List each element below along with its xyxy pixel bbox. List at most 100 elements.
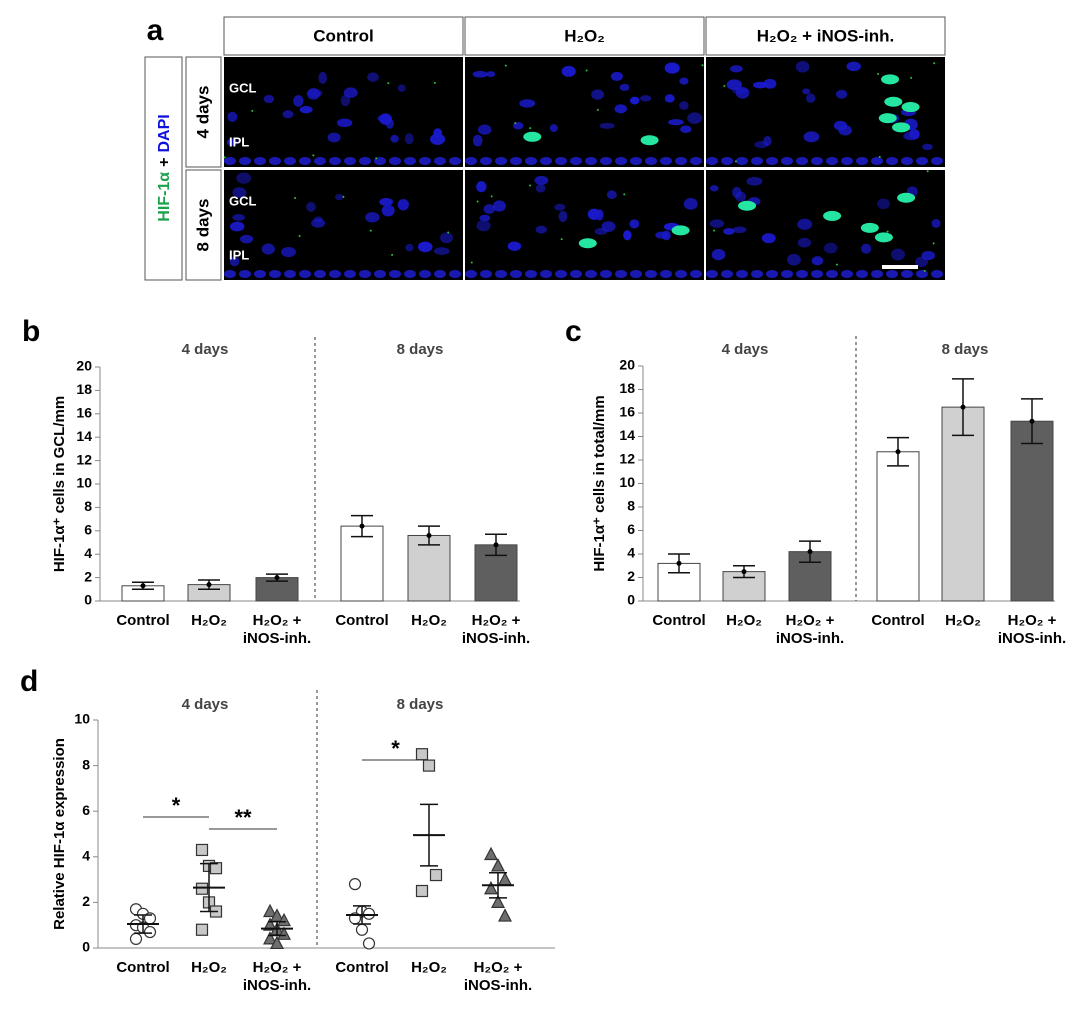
speck [391,253,394,256]
nucleus [540,270,552,278]
speck [298,235,301,238]
nucleus [916,270,928,278]
group-label: 8 days [942,341,989,358]
row-header: 8 days [193,199,212,252]
speck [933,62,936,65]
nucleus [811,256,824,266]
speck [294,197,297,200]
nucleus [901,157,913,165]
nucleus [615,270,627,278]
nucleus [856,157,868,165]
speck [585,69,588,72]
nucleus [549,124,558,132]
nucleus [796,157,808,165]
nucleus [619,83,630,91]
panel-label: c [565,315,582,348]
nucleus [434,270,446,278]
speck [560,238,563,241]
nucleus [802,88,811,95]
nucleus [476,220,491,232]
nucleus [803,131,820,143]
nucleus [585,157,597,165]
nucleus [890,248,906,261]
x-tick-label: Control [116,612,169,629]
mean-dot [676,560,682,566]
nucleus [841,157,853,165]
nucleus [404,133,414,145]
x-tick-label: H₂O₂ + iNOS-inh. [243,612,311,647]
nucleus [645,157,657,165]
y-tick-label: 16 [76,405,92,421]
nucleus [615,157,627,165]
y-tick-label: 14 [619,427,635,443]
point [429,868,443,882]
nucleus [389,157,401,165]
nucleus [314,270,326,278]
bar [407,534,451,602]
hif-cell [884,96,903,107]
nucleus [389,270,401,278]
speck [387,82,390,85]
speck [877,73,880,76]
nucleus [797,218,813,230]
micrograph [706,170,945,280]
speck [433,81,436,84]
y-tick-label: 2 [82,893,90,909]
nucleus [299,105,313,114]
nucleus [763,78,777,89]
point [263,931,277,945]
mean-dot [741,569,747,575]
x-tick-label: H₂O₂ [726,612,762,629]
nucleus [282,110,294,119]
speck [447,231,450,234]
nucleus [570,270,582,278]
x-tick-label: Control [652,612,705,629]
column-header-box [705,16,946,56]
nucleus [367,72,379,82]
mean-dot [359,523,365,529]
point [195,843,209,857]
point [484,880,498,895]
y-tick-label: 0 [84,592,92,608]
speck [734,160,737,163]
nucleus [886,157,898,165]
nucleus [344,270,356,278]
speck [529,127,532,130]
nucleus [540,157,552,165]
significance-label: * [172,793,181,818]
nucleus [318,71,328,84]
nucleus [226,138,238,146]
nucleus [781,157,793,165]
speck [623,193,626,196]
y-tick-label: 8 [82,756,90,772]
y-tick-label: 6 [82,802,90,818]
nucleus [535,183,546,193]
panel-label: b [22,315,40,348]
nucleus [796,270,808,278]
column-header-box [464,16,705,56]
nucleus [585,270,597,278]
hif-cell [640,135,659,146]
y-axis-label: Relative HIF-1α expression [51,738,68,930]
nucleus [311,218,326,228]
nucleus [336,118,353,128]
hif-cell [738,200,757,211]
nucleus [877,198,891,210]
x-tick-label: Control [116,959,169,976]
nucleus [477,124,492,135]
nucleus [690,157,702,165]
significance-label: * [391,736,400,761]
nucleus [683,198,698,210]
nucleus [381,204,395,217]
nucleus [229,221,245,232]
nucleus [419,157,431,165]
nucleus [299,270,311,278]
y-tick-label: 0 [627,592,635,608]
nucleus [440,232,453,244]
nucleus [433,247,450,255]
significance-label: ** [234,805,252,830]
point [484,846,498,861]
nucleus [690,270,702,278]
point [209,862,223,875]
nucleus [614,104,628,114]
